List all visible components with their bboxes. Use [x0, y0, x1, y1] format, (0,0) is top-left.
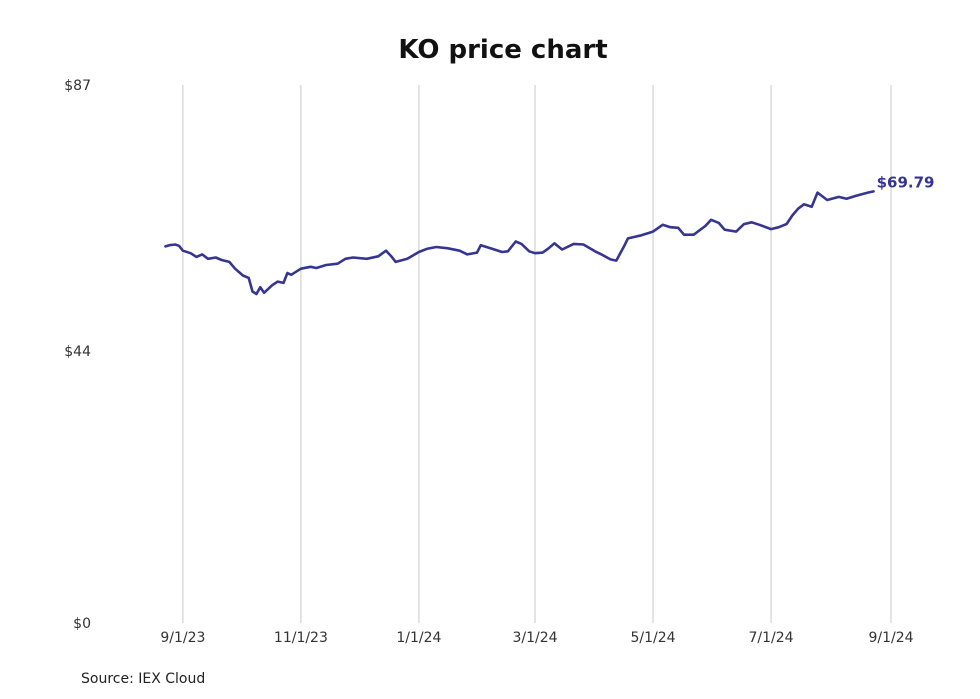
y-tick-label: $44 [64, 344, 91, 360]
x-tick-label: 5/1/24 [630, 630, 675, 646]
x-tick-label: 3/1/24 [512, 630, 557, 646]
chart-title: KO price chart [398, 35, 607, 65]
x-axis: 9/1/23 11/1/23 1/1/24 3/1/24 5/1/24 7/1/24 9/1… [160, 630, 913, 646]
y-tick-label: $87 [64, 78, 91, 94]
x-tick-label: 11/1/23 [274, 630, 328, 646]
x-tick-label: 9/1/23 [160, 630, 205, 646]
x-tick-label: 1/1/24 [396, 630, 441, 646]
y-tick-label: $0 [73, 616, 91, 632]
price-line [164, 190, 875, 296]
source-note: Source: IEX Cloud [81, 671, 205, 687]
x-tick-label: 9/1/24 [868, 630, 913, 646]
x-tick-label: 7/1/24 [749, 630, 794, 646]
last-price-label: $69.79 [877, 173, 935, 191]
y-axis: $0 $44 $87 [64, 78, 91, 632]
grid-layer [182, 85, 892, 623]
